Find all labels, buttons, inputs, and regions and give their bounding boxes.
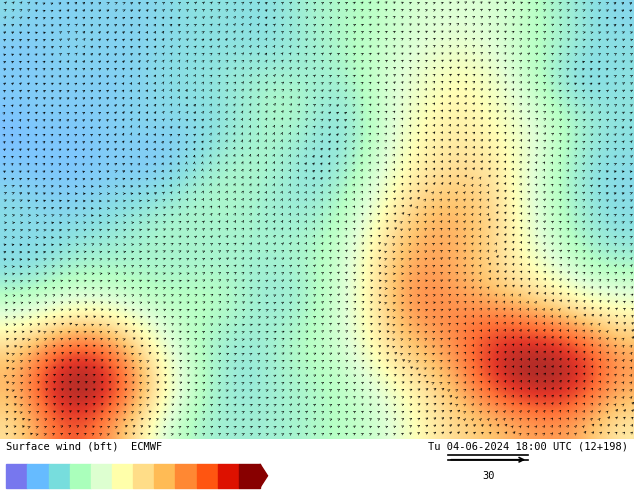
Bar xyxy=(176,464,197,488)
Bar xyxy=(49,464,70,488)
Bar xyxy=(133,464,154,488)
Text: 30: 30 xyxy=(482,471,495,481)
Bar xyxy=(154,464,176,488)
Text: Tu 04-06-2024 18:00 UTC (12+198): Tu 04-06-2024 18:00 UTC (12+198) xyxy=(428,441,628,451)
Bar xyxy=(6,464,27,488)
Bar xyxy=(217,464,239,488)
Bar xyxy=(112,464,133,488)
Bar xyxy=(70,464,91,488)
Polygon shape xyxy=(260,464,268,488)
Bar xyxy=(239,464,260,488)
Bar xyxy=(27,464,49,488)
Bar xyxy=(91,464,112,488)
Bar xyxy=(197,464,217,488)
Text: Surface wind (bft)  ECMWF: Surface wind (bft) ECMWF xyxy=(6,441,162,451)
